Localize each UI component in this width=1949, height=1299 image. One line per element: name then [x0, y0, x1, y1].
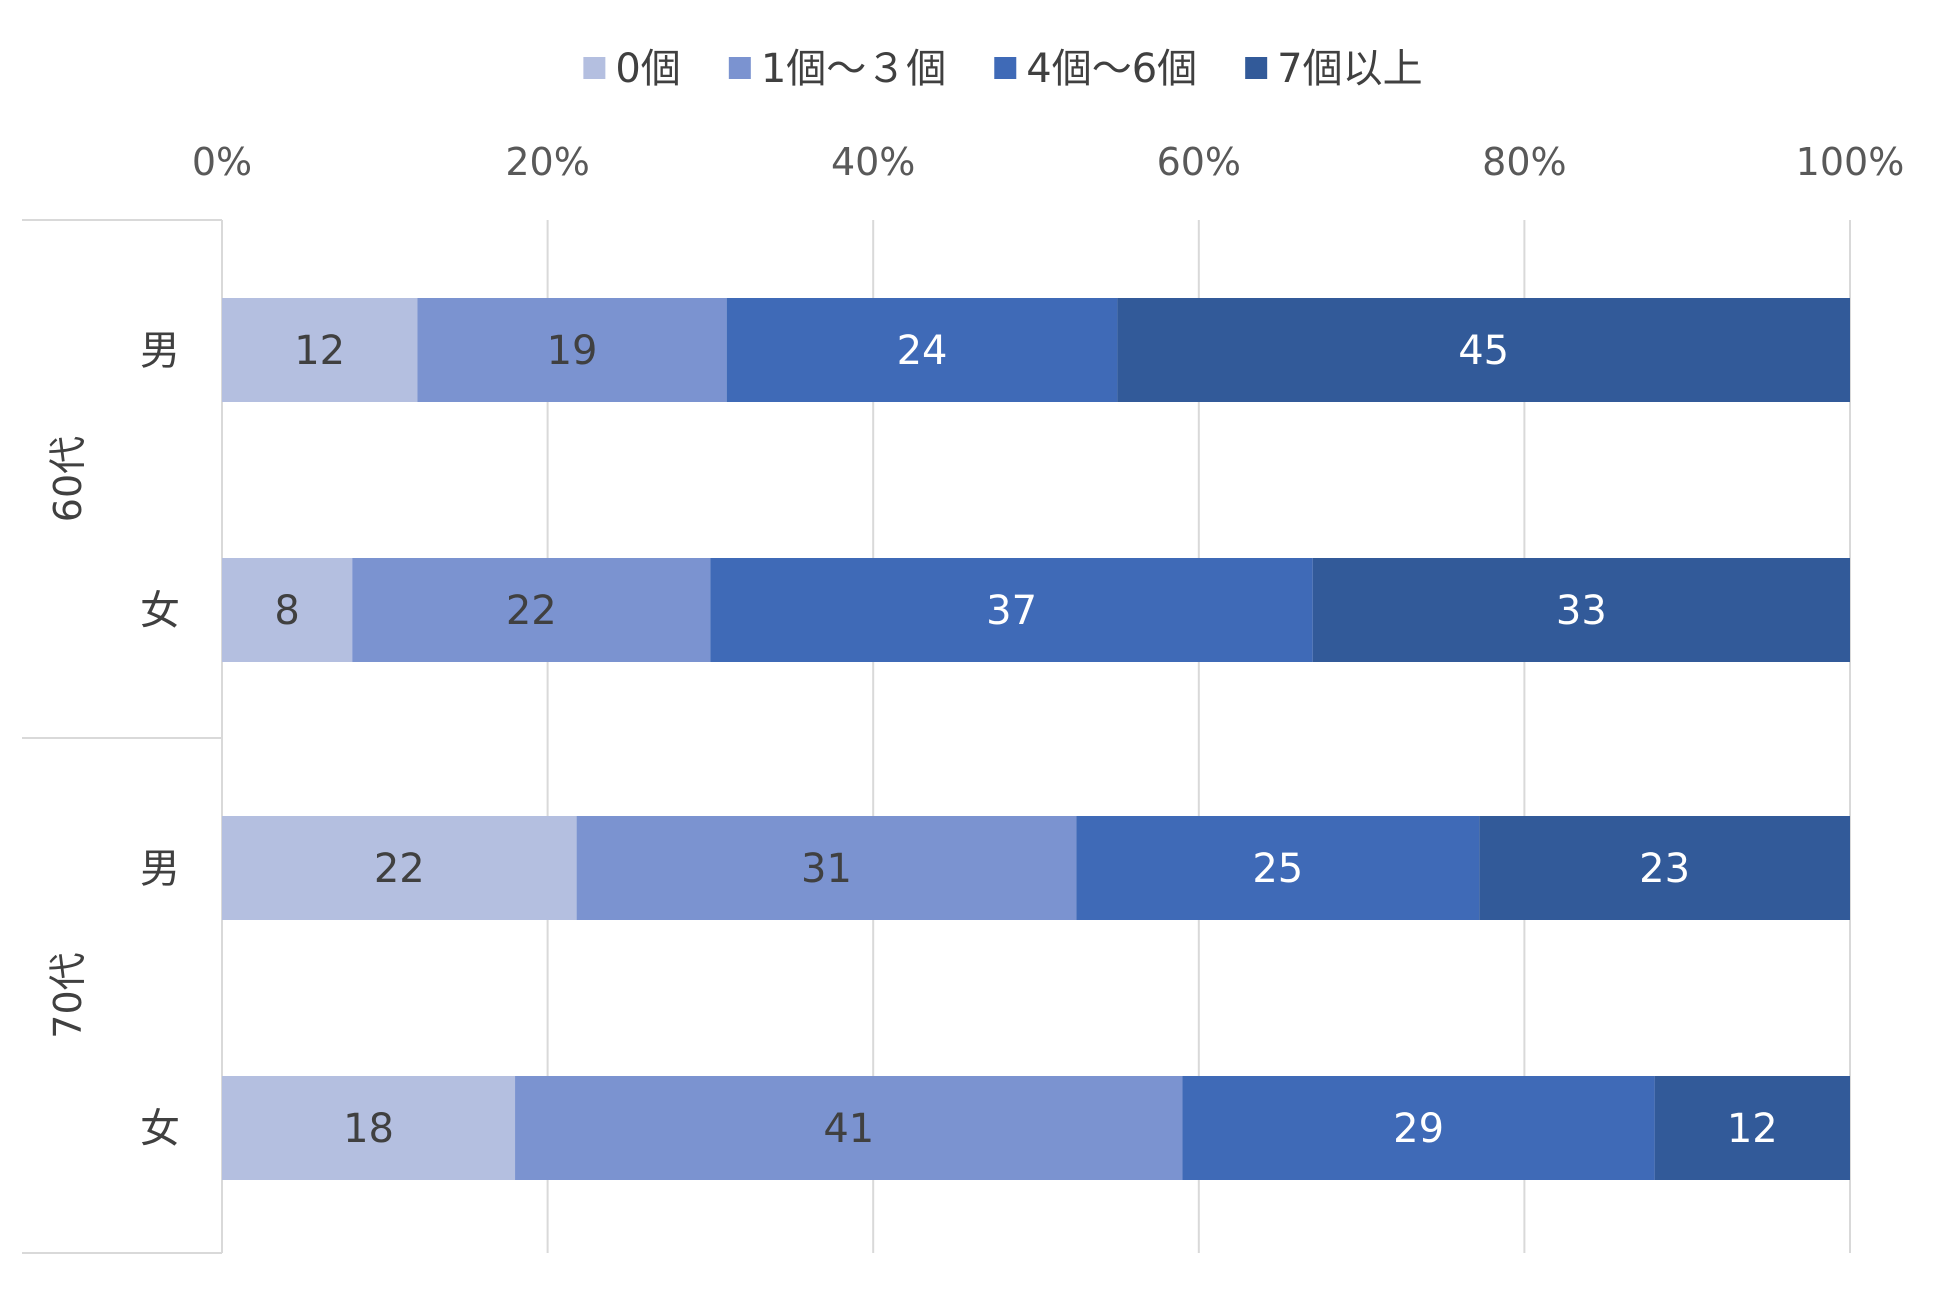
x-tick-label: 0% [192, 140, 252, 184]
bar-segment [515, 1076, 1183, 1180]
data-label: 22 [374, 846, 425, 892]
bar-segment [1479, 816, 1850, 920]
bar-segment [222, 298, 418, 402]
data-label: 24 [897, 328, 948, 374]
bars [222, 298, 1850, 1180]
bar-segment [417, 298, 727, 402]
legend-label: 4個～6個 [1026, 46, 1197, 92]
bar-segment [576, 816, 1077, 920]
x-tick-label: 40% [831, 140, 915, 184]
data-label: 33 [1556, 588, 1607, 634]
legend-swatch [728, 57, 751, 79]
x-tick-label: 80% [1482, 140, 1566, 184]
data-label: 41 [823, 1106, 874, 1152]
category-label: 女 [140, 1106, 180, 1152]
data-label: 29 [1393, 1106, 1444, 1152]
x-tick-label: 20% [505, 140, 589, 184]
data-label: 19 [547, 328, 598, 374]
bar-segment [710, 558, 1313, 662]
legend: 0個 1個～３個 4個～6個 7個以上 [583, 46, 1423, 92]
group-label: 70代 [46, 952, 90, 1038]
data-label: 12 [294, 328, 345, 374]
legend-label: 0個 [615, 46, 680, 92]
bar-segment [222, 558, 353, 662]
data-label: 12 [1727, 1106, 1778, 1152]
bar-segment [1117, 298, 1850, 402]
data-label: 31 [801, 846, 852, 892]
legend-swatch [1245, 57, 1268, 79]
legend-swatch [994, 57, 1017, 79]
bar-segment [1076, 816, 1480, 920]
group-label: 60代 [46, 436, 90, 522]
bar-segment [1182, 1076, 1655, 1180]
bar-segment [1312, 558, 1850, 662]
x-tick-label: 60% [1157, 140, 1241, 184]
legend-label: 7個以上 [1277, 46, 1422, 92]
category-label: 女 [140, 588, 180, 634]
x-tick-label: 100% [1796, 140, 1905, 184]
bar-segment [222, 1076, 516, 1180]
data-label: 25 [1252, 846, 1303, 892]
category-label: 男 [140, 846, 180, 892]
data-label: 23 [1639, 846, 1690, 892]
category-label: 男 [140, 328, 180, 374]
data-label: 18 [343, 1106, 394, 1152]
legend-swatch [583, 57, 606, 79]
bar-segment [1654, 1076, 1850, 1180]
legend-label: 1個～３個 [761, 46, 946, 92]
data-label: 45 [1458, 328, 1509, 374]
data-label: 8 [274, 588, 299, 634]
data-label: 22 [506, 588, 557, 634]
bar-segment [726, 298, 1118, 402]
bar-segment [222, 816, 577, 920]
data-label: 37 [986, 588, 1037, 634]
bar-segment [352, 558, 711, 662]
data-labels: 12 19 24 45 8 22 37 33 22 31 25 23 18 41 29 12 [274, 328, 1777, 1152]
